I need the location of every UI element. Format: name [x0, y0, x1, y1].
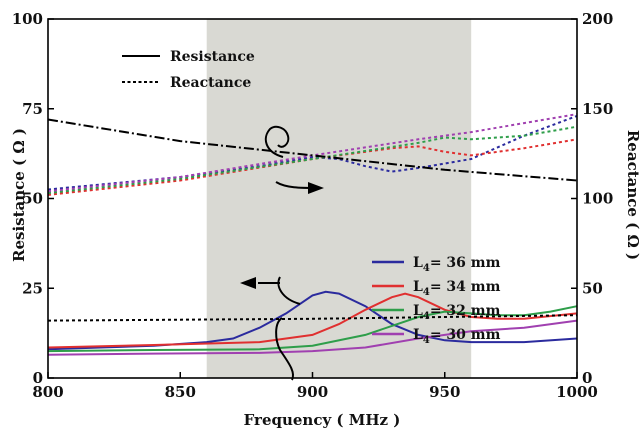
reactance-arrow-head	[308, 182, 324, 194]
y-left-tick-label: 100	[12, 10, 43, 28]
legend-label: L4= 30 mm	[413, 327, 501, 346]
y-right-tick-label: 0	[582, 369, 592, 387]
y-left-tick-label: 0	[33, 369, 43, 387]
legend-label: L4= 36 mm	[413, 255, 501, 274]
y-left-tick-label: 50	[22, 190, 43, 208]
legend-label: L4= 32 mm	[413, 303, 501, 322]
resistance-arrow-annotation	[258, 276, 301, 381]
y-left-tick-label: 75	[22, 100, 43, 118]
y-right-tick-label: 50	[582, 279, 603, 297]
y-right-tick-label: 150	[582, 100, 613, 118]
x-tick-label: 850	[165, 383, 196, 401]
series-reactance-9	[47, 314, 578, 322]
legend-resistance-label: Resistance	[170, 49, 255, 65]
series-resistance-3	[47, 319, 578, 356]
legend-reactance-label: Reactance	[170, 75, 251, 91]
series-reactance-4	[47, 114, 578, 191]
series-layer	[47, 113, 578, 356]
y-right-tick-label: 200	[582, 10, 613, 28]
x-axis-title: Frequency ( MHz )	[244, 411, 401, 429]
series-reactance-5	[47, 138, 578, 196]
y-axis-left-title: Resistance ( Ω )	[10, 128, 28, 262]
y-right-tick-label: 100	[582, 190, 613, 208]
x-tick-label: 1000	[556, 383, 598, 401]
series-reactance-7	[47, 113, 578, 193]
series-resistance-1	[47, 292, 578, 349]
y-axis-right-title: Reactance ( Ω )	[624, 130, 642, 260]
x-tick-label: 950	[429, 383, 460, 401]
series-resistance-2	[47, 305, 578, 353]
x-tick-label: 900	[297, 383, 328, 401]
y-left-tick-label: 25	[22, 279, 43, 297]
x-tick-label: 800	[32, 383, 63, 401]
resistance-arrow-head	[240, 277, 256, 289]
series-legend: L4= 36 mm L4= 34 mm L4= 32 mm L4= 30 mm	[372, 255, 501, 346]
legend-label: L4= 34 mm	[413, 279, 501, 298]
